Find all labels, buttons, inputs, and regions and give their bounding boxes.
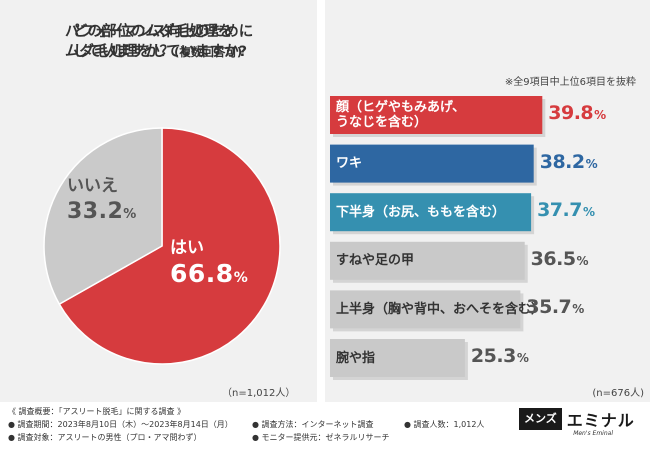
- survey-period: ● 調査期間：2023年8月10日（木）〜2023年8月14日（月）: [8, 420, 233, 429]
- pie-slice-0: [58, 127, 281, 365]
- bar-value-4: 35.7%: [526, 296, 584, 319]
- bar-title-line-2: していますか？(複数回答可): [73, 42, 242, 62]
- pie-value-yes: 66.8%: [170, 259, 248, 293]
- bar-value-2-pct: %: [582, 205, 595, 220]
- bar-title-suffix: (複数回答可): [174, 45, 243, 59]
- bar-chart-title: どの部位のムダ毛処理を していますか？(複数回答可): [73, 22, 242, 62]
- bar-label-0-line-1: うなじを含む）: [336, 115, 428, 130]
- bar-label-3-line-0: すねや足の甲: [336, 253, 415, 269]
- pie-value-no: 33.2%: [67, 197, 137, 230]
- bar-label-2: 下半身（お尻、ももを含む）: [336, 205, 505, 220]
- bar-title-line-2-main: していますか？: [73, 44, 175, 60]
- bar-value-4-pct: %: [572, 302, 584, 317]
- bar-5: [330, 339, 465, 377]
- survey-monitor: ● モニター提供元：ゼネラルリサーチ: [252, 433, 390, 442]
- bar-0: [330, 96, 543, 134]
- bar-4: [330, 290, 521, 329]
- bar-value-1-pct: %: [585, 156, 598, 171]
- bar-label-1-line-0: ワキ: [336, 156, 363, 172]
- logo-main: メンズ エミナル: [519, 408, 643, 430]
- bar-sample-size: (n=676人): [592, 388, 644, 399]
- pie-label-yes: はい 66.8%: [170, 237, 248, 293]
- pie-title-line-1: パフォーマンス向上のために: [65, 24, 254, 40]
- logo-subtext: Men's Eminal: [573, 430, 613, 437]
- pie-label-no: いいえ 33.2%: [67, 175, 137, 230]
- bar-1: [330, 144, 534, 183]
- bar-label-3: すねや足の甲: [336, 253, 414, 268]
- bar-value-5-pct: %: [516, 351, 529, 365]
- pie-value-yes-number: 66.8: [170, 259, 234, 288]
- logo-word: エミナル: [566, 411, 635, 430]
- survey-method: ● 調査方法：インターネット調査: [252, 420, 374, 429]
- bar-label-0: 顔（ヒゲやもみあげ、 うなじを含む）: [336, 100, 465, 130]
- survey-people: ● 調査人数：1,012人: [404, 420, 485, 429]
- logo-box-text: メンズ: [519, 408, 562, 430]
- bar-value-2-number: 37.7: [537, 199, 582, 222]
- brand-logo: メンズ エミナル Men's Eminal: [519, 408, 643, 437]
- pie-value-no-number: 33.2: [67, 199, 124, 224]
- bar-subnote: ※全9項目中上位6項目を抜粋: [504, 77, 636, 88]
- pie-value-no-pct: %: [123, 207, 137, 222]
- bar-value-3-number: 36.5: [530, 247, 576, 270]
- pie-sample-size: （n=1,012人）: [222, 388, 296, 399]
- bar-label-4-line-0: 上半身（胸や背中、おへそを含む）: [336, 301, 545, 317]
- bar-value-5: 25.3%: [470, 345, 529, 367]
- bar-value-2: 37.7%: [537, 199, 595, 222]
- pie-value-yes-pct: %: [233, 270, 249, 286]
- pie-label-no-text: いいえ: [67, 176, 118, 196]
- bar-label-5-line-0: 腕や指: [336, 350, 376, 366]
- bar-label-5: 腕や指: [336, 351, 375, 366]
- bar-value-5-number: 25.3: [470, 345, 516, 367]
- bar-value-3: 36.5%: [530, 247, 589, 270]
- bar-label-0-line-0: 顔（ヒゲやもみあげ、: [336, 100, 466, 115]
- pie-chart: [43, 127, 281, 365]
- bar-title-line-1: どの部位のムダ毛処理を: [73, 24, 233, 40]
- bar-value-0-number: 39.8: [548, 102, 594, 124]
- bar-label-1: ワキ: [336, 156, 362, 171]
- pie-slice-1: [43, 127, 163, 306]
- survey-summary: 《 調査概要：「アスリート脱毛」に関する調査 》: [8, 407, 186, 416]
- bar-value-4-number: 35.7: [526, 296, 572, 319]
- bar-value-1: 38.2%: [539, 150, 598, 173]
- bar-value-0-pct: %: [594, 108, 606, 122]
- survey-target: ● 調査対象：アスリートの男性（プロ・アマ問わず）: [8, 433, 202, 442]
- bar-value-0: 39.8%: [548, 102, 606, 124]
- bar-value-3-pct: %: [576, 253, 589, 268]
- bar-3: [330, 241, 525, 280]
- bar-label-4: 上半身（胸や背中、おへそを含む）: [336, 302, 544, 317]
- bar-2: [330, 193, 532, 232]
- bar-label-2-line-0: 下半身（お尻、ももを含む）: [336, 204, 506, 220]
- bar-value-1-number: 38.2: [539, 150, 585, 173]
- bar-chart: [330, 96, 546, 380]
- pie-title-line-2: ムダ毛処理をしていますか?: [65, 44, 247, 60]
- pie-chart-title: パフォーマンス向上のために ムダ毛処理をしていますか?: [65, 22, 253, 62]
- pie-label-yes-text: はい: [170, 238, 204, 258]
